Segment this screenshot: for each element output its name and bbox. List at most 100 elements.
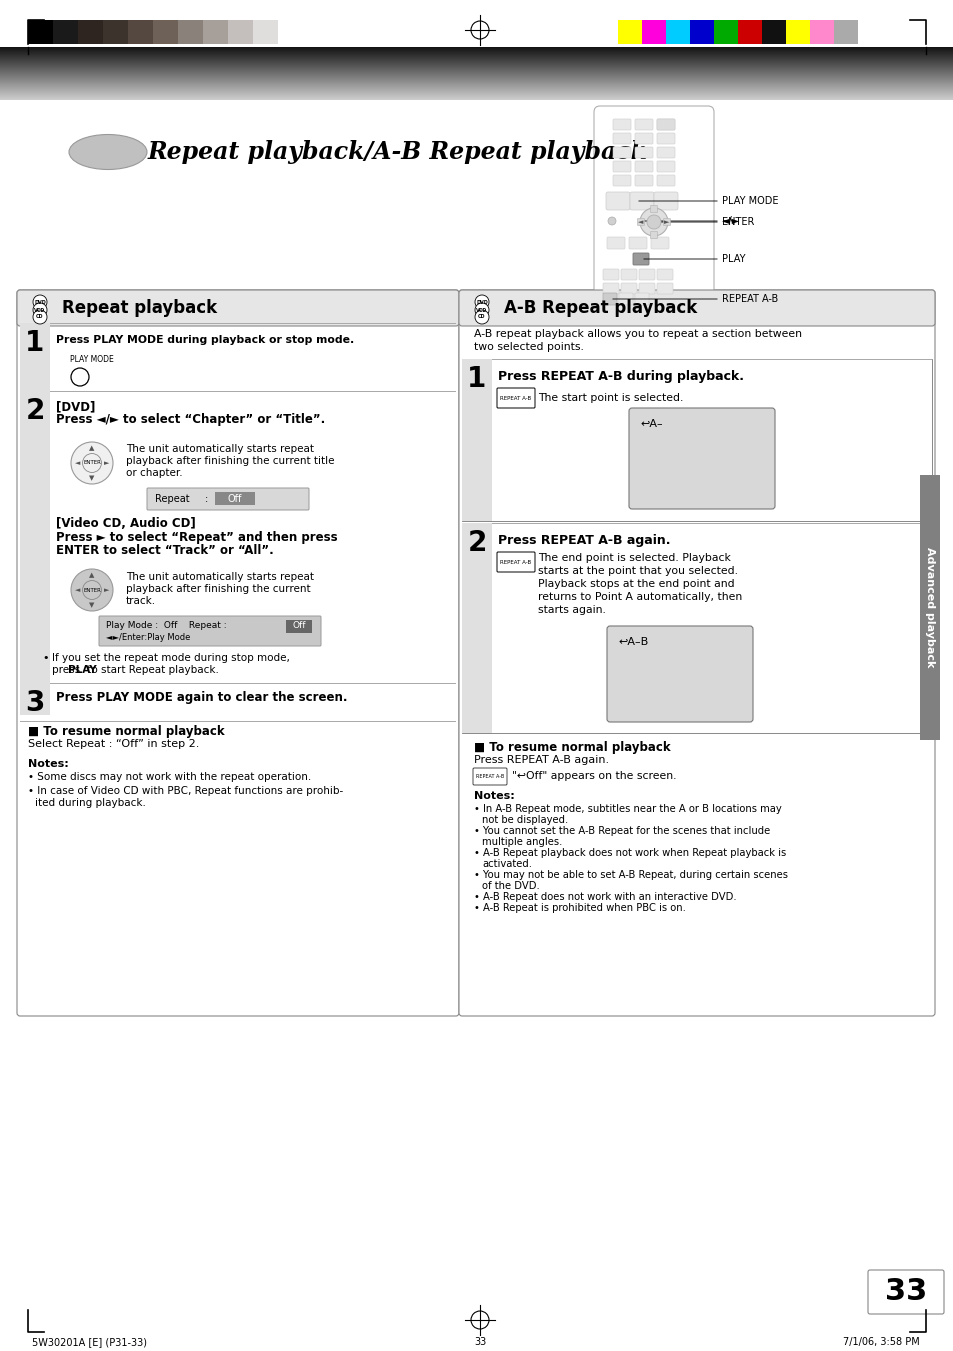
FancyBboxPatch shape bbox=[635, 293, 648, 305]
Text: [DVD]: [DVD] bbox=[56, 400, 95, 413]
Bar bbox=[228, 20, 253, 45]
FancyBboxPatch shape bbox=[867, 1270, 943, 1315]
Text: 2: 2 bbox=[26, 397, 45, 426]
Bar bbox=[53, 20, 78, 45]
Text: returns to Point A automatically, then: returns to Point A automatically, then bbox=[537, 592, 741, 603]
FancyBboxPatch shape bbox=[594, 105, 713, 317]
FancyBboxPatch shape bbox=[650, 236, 668, 249]
FancyBboxPatch shape bbox=[650, 205, 657, 212]
FancyBboxPatch shape bbox=[635, 132, 652, 145]
Text: 33: 33 bbox=[474, 1337, 486, 1347]
Text: multiple angles.: multiple angles. bbox=[481, 838, 561, 847]
Text: [Video CD, Audio CD]: [Video CD, Audio CD] bbox=[56, 517, 195, 530]
Text: ◄►/Enter:Play Mode: ◄►/Enter:Play Mode bbox=[106, 632, 191, 642]
Text: • You cannot set the A-B Repeat for the scenes that include: • You cannot set the A-B Repeat for the … bbox=[474, 825, 769, 836]
Text: not be displayed.: not be displayed. bbox=[481, 815, 568, 825]
FancyBboxPatch shape bbox=[650, 231, 657, 239]
FancyBboxPatch shape bbox=[635, 176, 652, 186]
Bar bbox=[461, 359, 492, 521]
FancyBboxPatch shape bbox=[620, 282, 637, 295]
FancyBboxPatch shape bbox=[602, 293, 617, 305]
Text: press: press bbox=[52, 665, 83, 676]
Circle shape bbox=[607, 218, 616, 226]
Text: ►: ► bbox=[104, 459, 110, 466]
FancyBboxPatch shape bbox=[602, 282, 618, 295]
Text: :: : bbox=[205, 494, 208, 504]
Bar bbox=[178, 20, 203, 45]
Text: 1: 1 bbox=[26, 330, 45, 357]
Circle shape bbox=[33, 295, 47, 309]
FancyBboxPatch shape bbox=[602, 269, 618, 280]
Bar bbox=[20, 323, 50, 390]
Text: Repeat: Repeat bbox=[154, 494, 190, 504]
FancyBboxPatch shape bbox=[657, 119, 675, 130]
FancyBboxPatch shape bbox=[662, 219, 670, 226]
Circle shape bbox=[83, 454, 101, 473]
FancyBboxPatch shape bbox=[633, 253, 648, 265]
Bar bbox=[203, 20, 228, 45]
Text: Press ► to select “Repeat” and then press: Press ► to select “Repeat” and then pres… bbox=[56, 531, 337, 544]
FancyBboxPatch shape bbox=[458, 290, 934, 326]
Text: Advanced playback: Advanced playback bbox=[924, 547, 934, 667]
FancyBboxPatch shape bbox=[17, 290, 458, 326]
FancyBboxPatch shape bbox=[461, 359, 931, 521]
Text: Press ◄/► to select “Chapter” or “Title”.: Press ◄/► to select “Chapter” or “Title”… bbox=[56, 413, 325, 426]
Bar bbox=[152, 20, 178, 45]
Text: ▼: ▼ bbox=[90, 474, 94, 481]
Text: Notes:: Notes: bbox=[28, 759, 69, 769]
Text: ENTER: ENTER bbox=[83, 588, 101, 593]
Text: PLAY MODE: PLAY MODE bbox=[70, 355, 113, 363]
Circle shape bbox=[639, 208, 667, 236]
FancyBboxPatch shape bbox=[606, 236, 624, 249]
FancyBboxPatch shape bbox=[657, 147, 675, 158]
Text: to start Repeat playback.: to start Repeat playback. bbox=[84, 665, 218, 676]
Text: 3: 3 bbox=[26, 689, 45, 717]
Bar bbox=[0, 0, 953, 47]
Text: Press PLAY MODE again to clear the screen.: Press PLAY MODE again to clear the scree… bbox=[56, 692, 347, 704]
Text: ■ To resume normal playback: ■ To resume normal playback bbox=[28, 724, 224, 738]
Text: VCD: VCD bbox=[34, 308, 46, 312]
Text: ↩A–: ↩A– bbox=[639, 419, 662, 430]
Circle shape bbox=[33, 309, 47, 324]
Text: The start point is selected.: The start point is selected. bbox=[537, 393, 682, 403]
Text: Playback stops at the end point and: Playback stops at the end point and bbox=[537, 580, 734, 589]
Circle shape bbox=[71, 442, 112, 484]
FancyBboxPatch shape bbox=[613, 132, 630, 145]
Text: VCD: VCD bbox=[476, 308, 487, 312]
Text: • You may not be able to set A-B Repeat, during certain scenes: • You may not be able to set A-B Repeat,… bbox=[474, 870, 787, 880]
FancyBboxPatch shape bbox=[635, 119, 652, 130]
Bar bbox=[809, 20, 833, 45]
Bar bbox=[214, 492, 254, 505]
FancyBboxPatch shape bbox=[657, 269, 672, 280]
FancyBboxPatch shape bbox=[613, 119, 630, 130]
FancyBboxPatch shape bbox=[657, 282, 672, 295]
FancyBboxPatch shape bbox=[605, 192, 629, 209]
Circle shape bbox=[83, 581, 101, 600]
Bar bbox=[128, 20, 152, 45]
Bar bbox=[665, 20, 689, 45]
Text: Off: Off bbox=[292, 621, 305, 631]
Text: ENTER to select “Track” or “All”.: ENTER to select “Track” or “All”. bbox=[56, 544, 274, 557]
Circle shape bbox=[475, 303, 489, 317]
Bar bbox=[785, 20, 809, 45]
FancyBboxPatch shape bbox=[606, 626, 752, 721]
Text: PLAY: PLAY bbox=[68, 665, 96, 676]
FancyBboxPatch shape bbox=[639, 282, 655, 295]
Bar bbox=[28, 20, 53, 45]
FancyBboxPatch shape bbox=[618, 293, 633, 305]
FancyBboxPatch shape bbox=[613, 147, 630, 158]
Text: If you set the repeat mode during stop mode,: If you set the repeat mode during stop m… bbox=[52, 653, 290, 663]
Text: ENTER: ENTER bbox=[83, 461, 101, 466]
Text: ◄: ◄ bbox=[74, 459, 80, 466]
Text: Press REPEAT A-B again.: Press REPEAT A-B again. bbox=[474, 755, 608, 765]
Text: 33: 33 bbox=[884, 1278, 926, 1306]
FancyBboxPatch shape bbox=[99, 616, 320, 646]
Text: of the DVD.: of the DVD. bbox=[481, 881, 539, 892]
FancyBboxPatch shape bbox=[657, 119, 675, 130]
FancyBboxPatch shape bbox=[629, 192, 654, 209]
Text: ENTER: ENTER bbox=[721, 218, 754, 227]
Circle shape bbox=[646, 215, 660, 230]
Text: Repeat playback: Repeat playback bbox=[62, 299, 217, 317]
Bar bbox=[286, 620, 312, 634]
FancyBboxPatch shape bbox=[639, 269, 655, 280]
